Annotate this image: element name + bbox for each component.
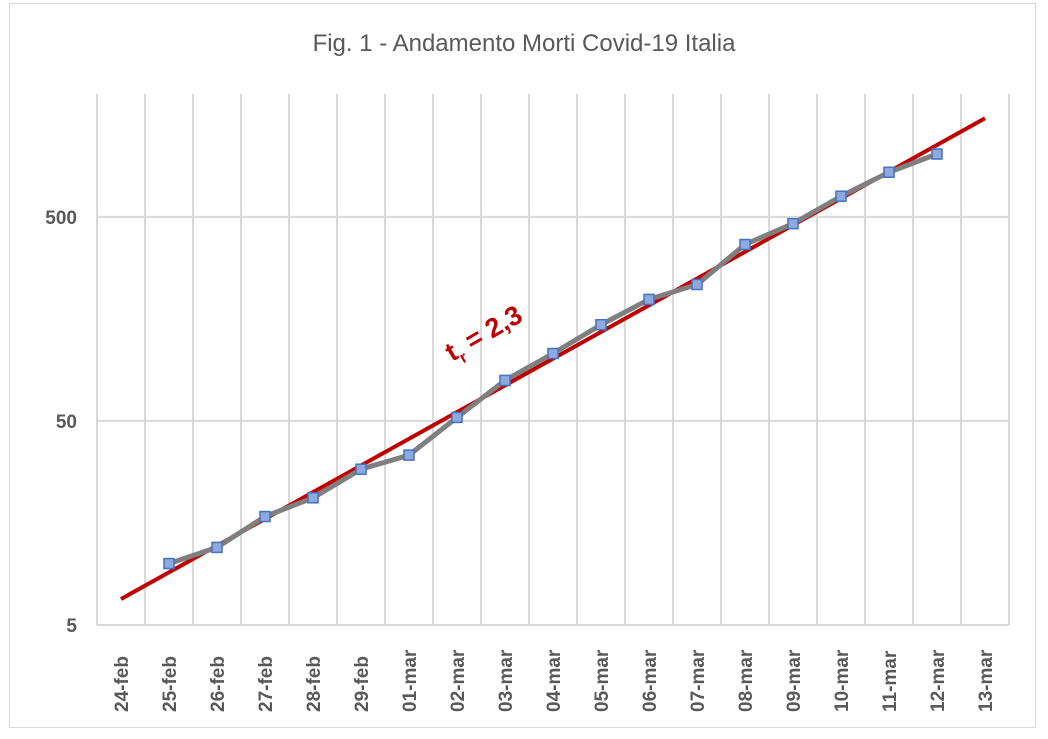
x-tick-label: 09-mar (784, 649, 805, 712)
x-tick-label: 27-feb (256, 656, 277, 712)
x-tick-label: 06-mar (640, 649, 661, 712)
data-point (931, 148, 943, 160)
data-point (643, 293, 655, 306)
x-tick-label: 11-mar (880, 650, 901, 712)
x-tick-label: 26-feb (208, 656, 229, 712)
x-tick-label: 04-mar (544, 649, 565, 712)
data-point (355, 463, 367, 475)
x-tick-label: 07-mar (688, 649, 709, 712)
chart-frame (9, 3, 1036, 728)
x-tick-label: 05-mar (592, 649, 613, 712)
x-tick-label: 01-mar (400, 649, 421, 712)
x-tick-label: 13-mar (976, 649, 997, 712)
data-point (307, 492, 319, 504)
x-tick-label: 02-mar (448, 649, 469, 712)
y-tick-label: 500 (45, 208, 77, 229)
data-point (739, 238, 751, 251)
data-point (259, 510, 271, 523)
data-point (691, 278, 703, 291)
data-point (211, 541, 223, 554)
annotation-value: = 2,3 (453, 299, 527, 359)
data-point (451, 411, 463, 424)
data-point (595, 319, 607, 331)
data-point (403, 449, 415, 461)
y-tick-label: 50 (56, 412, 77, 433)
chart-title: Fig. 1 - Andamento Morti Covid-19 Italia (312, 30, 736, 57)
data-point (499, 374, 511, 387)
data-point (547, 347, 559, 360)
x-tick-label: 28-feb (304, 656, 325, 712)
y-tick-label: 5 (66, 616, 77, 637)
x-tick-label: 12-mar (928, 649, 949, 712)
x-tick-label: 24-feb (112, 656, 133, 712)
x-tick-label: 10-mar (832, 649, 853, 712)
data-point (835, 190, 847, 202)
x-tick-label: 29-feb (352, 656, 373, 712)
x-tick-label: 08-mar (736, 649, 757, 712)
data-point (787, 217, 799, 230)
data-point (163, 557, 175, 570)
trendline-annotation: tr = 2,3 (440, 299, 530, 371)
x-tick-label: 25-feb (160, 656, 181, 712)
data-point (883, 166, 895, 179)
x-tick-label: 03-mar (496, 649, 517, 712)
